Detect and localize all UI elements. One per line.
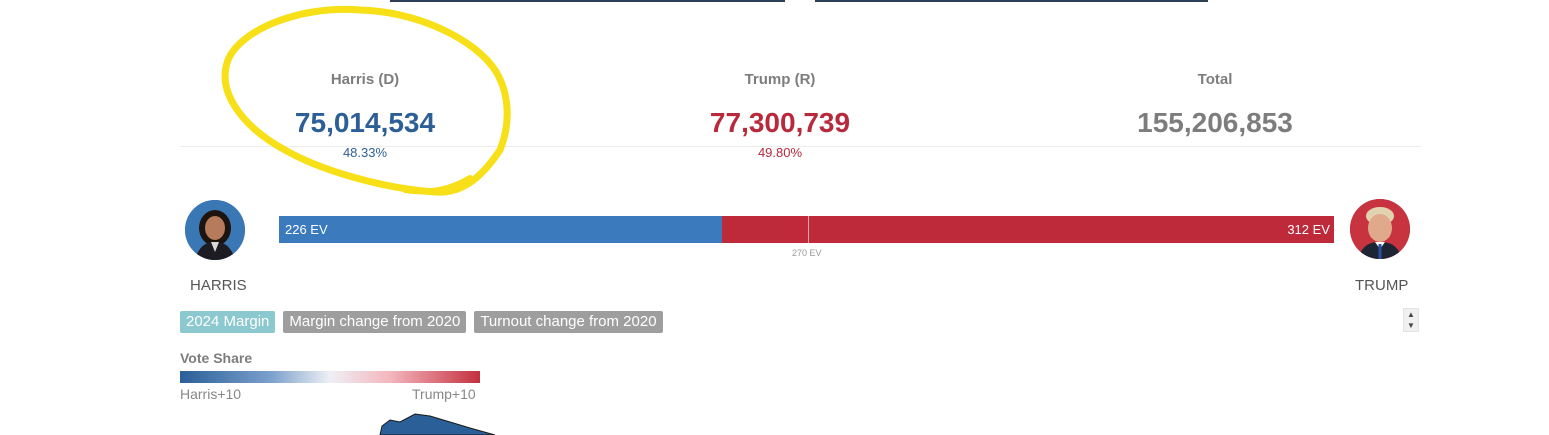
totals-divider [180,146,1421,147]
vote-share-right-label: Trump+10 [412,386,476,402]
trump-pct: 49.80% [757,145,803,160]
trump-ev-segment: 312 EV [722,216,1334,243]
tab-2024-margin[interactable]: 2024 Margin [180,311,276,333]
total-label: Total [1197,71,1233,88]
trump-totals: Trump (R) 77,300,739 49.80% [620,70,940,162]
harris-totals: Harris (D) 75,014,534 48.33% [205,70,525,162]
map-mode-tabs: 2024 Margin Margin change from 2020 Turn… [180,311,663,333]
scroll-up-icon[interactable]: ▲ [1407,310,1415,319]
trump-name: TRUMP [1355,277,1409,294]
harris-votes: 75,014,534 [294,107,436,138]
scroll-control[interactable]: ▲ ▼ [1403,308,1419,332]
total-votes: 155,206,853 [1137,107,1293,138]
harris-label: Harris (D) [330,71,400,88]
harris-ev-segment: 226 EV [279,216,723,243]
harris-avatar [185,200,245,260]
trump-label: Trump (R) [744,71,816,88]
electoral-vote-bar: 226 EV 312 EV [279,216,1334,243]
threshold-marker [808,216,809,243]
vote-share-title: Vote Share [180,350,253,366]
tab-margin-change-2020[interactable]: Margin change from 2020 [283,311,467,333]
top-border-left [390,0,785,2]
trump-avatar [1350,199,1410,259]
harris-name: HARRIS [190,277,247,294]
total-totals: Total 155,206,853 [1055,70,1375,140]
threshold-label: 270 EV [792,248,822,258]
trump-votes: 77,300,739 [709,107,851,138]
map-peek [379,413,496,435]
scroll-down-icon[interactable]: ▼ [1407,321,1415,330]
vote-share-left-label: Harris+10 [180,386,242,402]
top-border-right [815,0,1208,2]
tab-turnout-change-2020[interactable]: Turnout change from 2020 [474,311,663,333]
vote-share-gradient [180,371,480,383]
